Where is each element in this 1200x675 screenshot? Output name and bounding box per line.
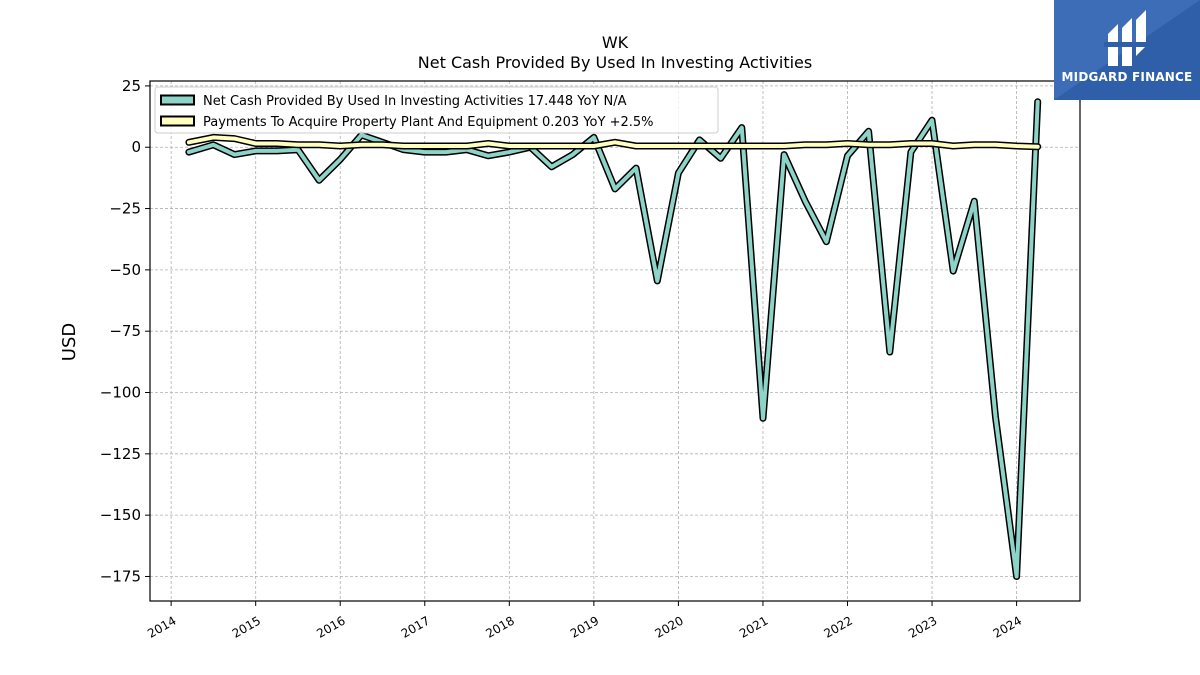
chart-subtitle: Net Cash Provided By Used In Investing A… xyxy=(418,53,812,72)
legend: Net Cash Provided By Used In Investing A… xyxy=(154,86,719,134)
y-tick-label: −100 xyxy=(100,384,141,402)
legend-box xyxy=(154,86,719,134)
y-tick-label: −125 xyxy=(100,445,141,463)
x-tick-label: 2020 xyxy=(652,613,685,640)
midgard-logo-icon xyxy=(1104,10,1150,66)
y-tick-label: −25 xyxy=(109,200,141,218)
series-1 xyxy=(185,98,1042,580)
series-line xyxy=(186,99,1040,579)
y-tick-label: −75 xyxy=(109,322,141,340)
plot-frame xyxy=(149,80,1081,602)
series-line xyxy=(186,135,1040,149)
grid-lines xyxy=(150,81,1080,601)
x-tick-label: 2024 xyxy=(991,613,1024,640)
x-tick-label: 2018 xyxy=(483,613,516,640)
y-tick-label: −50 xyxy=(109,261,141,279)
y-tick-label: 0 xyxy=(131,138,141,156)
legend-label: Net Cash Provided By Used In Investing A… xyxy=(203,94,627,109)
x-tick-label: 2017 xyxy=(399,613,432,640)
y-tick-label: 25 xyxy=(122,77,141,95)
x-tick-label: 2014 xyxy=(145,613,178,640)
series-2 xyxy=(185,133,1042,151)
legend-swatch xyxy=(160,115,195,127)
legend-label: Payments To Acquire Property Plant And E… xyxy=(203,115,654,130)
axes: 25 0 −25 −50 −75 −100 −125 −150 −175 2014 2015 2016… xyxy=(100,77,1081,641)
x-tick-label: 2021 xyxy=(737,613,770,640)
x-tick-label: 2022 xyxy=(822,613,855,640)
logo-text: MIDGARD FINANCE xyxy=(1061,70,1193,84)
chart-title: WK xyxy=(602,33,629,52)
x-tick-label: 2016 xyxy=(314,613,347,640)
y-axis-label: USD xyxy=(59,323,80,361)
x-tick-label: 2023 xyxy=(906,613,939,640)
legend-swatch xyxy=(160,94,195,106)
y-tick-label: −175 xyxy=(100,567,141,585)
x-tick-label: 2019 xyxy=(568,613,601,640)
x-tick-label: 2015 xyxy=(230,613,263,640)
brand-logo: MIDGARD FINANCE xyxy=(1054,0,1200,100)
y-tick-label: −150 xyxy=(100,506,141,524)
series-lines xyxy=(185,98,1042,580)
